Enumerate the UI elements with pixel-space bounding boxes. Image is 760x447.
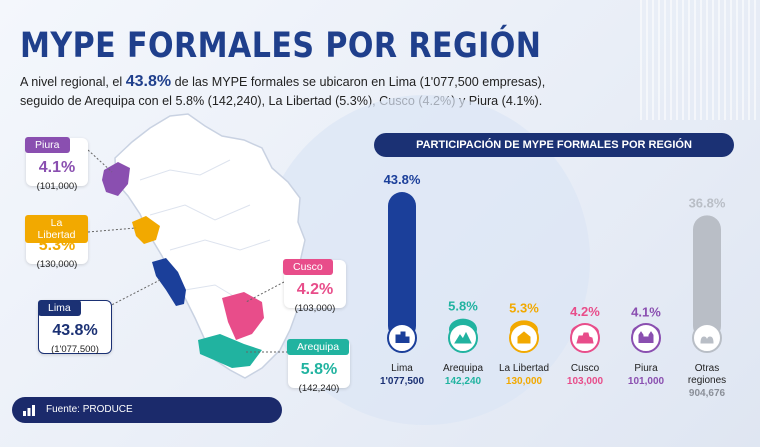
source-text: Fuente: PRODUCE [46, 404, 133, 415]
subtitle-highlight: 43.8% [125, 73, 172, 90]
bar-value-label: 4.2% [570, 304, 600, 319]
map-card-piura: Piura 4.1% (101,000) [25, 137, 88, 192]
bar-lima [388, 192, 416, 340]
bar-chart: 43.8% Lima 1'077,500 5.8% Arequipa 142,240 5.3… [380, 172, 726, 399]
cathedral-icon [638, 331, 654, 343]
ruins-icon [576, 332, 594, 344]
bar-value-label: 36.8% [689, 195, 726, 210]
region-lima [152, 258, 186, 306]
count-label: 1'077,500 [380, 376, 425, 387]
bar-value-label: 5.3% [509, 300, 539, 315]
count-label: 904,676 [689, 388, 726, 399]
region-cusco [222, 292, 264, 340]
map-card-lima: Lima 43.8% (1'077,500) [38, 300, 112, 355]
buildings-icon [395, 331, 410, 343]
bar-value-label: 4.1% [631, 304, 661, 319]
category-label: regiones [688, 375, 726, 386]
map-card-pct: 5.3% [38, 237, 76, 254]
mountain-icon [454, 331, 472, 344]
map-card-pct: 4.1% [38, 159, 76, 176]
bar-otras-regiones [693, 215, 721, 340]
category-label: Arequipa [443, 363, 483, 374]
region-piura [102, 162, 130, 196]
map-card-pct: 43.8% [52, 322, 98, 339]
count-label: 103,000 [567, 376, 604, 387]
map-card-label: Cusco [283, 259, 333, 275]
map-card-pct: 5.8% [300, 361, 338, 378]
bar-value-label: 43.8% [384, 172, 421, 187]
map-card-count: (130,000) [36, 259, 78, 270]
map-card-count: (103,000) [294, 303, 336, 314]
map-card-label: La Libertad [25, 215, 88, 243]
decorative-stripes [640, 0, 760, 120]
map-card-label: Arequipa [287, 339, 350, 355]
bar-value-label: 5.8% [448, 299, 478, 314]
map-card-label: Lima [38, 300, 81, 316]
people-icon [700, 336, 714, 344]
category-label: La Libertad [499, 363, 549, 374]
count-label: 130,000 [506, 376, 543, 387]
category-label: Cusco [571, 363, 600, 374]
map-card-cusco: Cusco 4.2% (103,000) [283, 259, 346, 314]
map-card-count: (1'077,500) [51, 344, 99, 355]
map-card-count: (142,240) [298, 383, 340, 394]
map-card-count: (101,000) [36, 181, 78, 192]
map-card-pct: 4.2% [296, 281, 334, 298]
map-card-label: Piura [25, 137, 70, 153]
map-card-la-libertad: La Libertad 5.3% (130,000) [25, 215, 88, 270]
count-label: 142,240 [445, 376, 482, 387]
region-arequipa [198, 334, 262, 368]
region-la-libertad [132, 216, 160, 244]
category-label: Otras [695, 363, 719, 374]
category-label: Lima [391, 363, 413, 374]
category-label: Piura [634, 363, 658, 374]
chart-title: PARTICIPACIÓN DE MYPE FORMALES POR REGIÓ… [374, 133, 734, 157]
map-card-arequipa: Arequipa 5.8% (142,240) [287, 339, 350, 394]
count-label: 101,000 [628, 376, 665, 387]
bar-icon-badge [692, 323, 722, 353]
source-pill: Fuente: PRODUCE [12, 397, 282, 423]
church-icon [517, 331, 531, 344]
chart-icon [23, 405, 35, 416]
page-title: MYPE FORMALES POR REGIÓN [20, 26, 542, 66]
